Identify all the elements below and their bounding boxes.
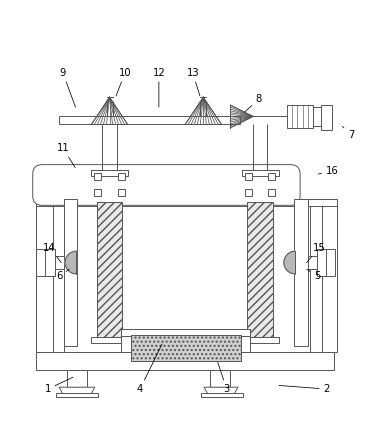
Bar <box>321 105 332 130</box>
Text: 10: 10 <box>116 68 131 96</box>
Bar <box>310 203 337 352</box>
Bar <box>210 370 231 387</box>
Bar <box>97 202 122 339</box>
Bar <box>237 336 250 352</box>
Text: 14: 14 <box>43 243 61 263</box>
Bar <box>36 199 337 206</box>
Text: 4: 4 <box>137 344 162 394</box>
Text: 16: 16 <box>318 166 338 176</box>
Bar <box>91 337 128 343</box>
Bar <box>131 335 240 361</box>
Text: 1: 1 <box>45 377 73 394</box>
Polygon shape <box>204 387 238 394</box>
Text: 5: 5 <box>307 269 320 281</box>
Bar <box>118 189 125 195</box>
Bar <box>268 189 275 195</box>
Bar <box>94 173 101 180</box>
Polygon shape <box>65 251 76 274</box>
Bar <box>67 370 87 387</box>
Text: 7: 7 <box>342 126 354 140</box>
Text: 15: 15 <box>307 243 325 263</box>
Bar <box>201 393 243 397</box>
Bar <box>317 249 335 276</box>
Bar <box>242 337 279 343</box>
Bar <box>245 173 252 180</box>
Text: 13: 13 <box>186 68 200 96</box>
Bar <box>36 352 334 370</box>
Text: 8: 8 <box>245 94 262 112</box>
Text: 9: 9 <box>60 68 76 107</box>
Polygon shape <box>59 387 95 394</box>
Bar <box>245 189 252 195</box>
Bar <box>64 199 77 346</box>
Bar <box>36 249 54 276</box>
Text: 2: 2 <box>279 384 330 394</box>
Text: 6: 6 <box>56 269 69 281</box>
Bar <box>36 203 64 352</box>
Bar <box>121 336 135 352</box>
FancyBboxPatch shape <box>33 165 300 205</box>
Bar <box>313 107 322 126</box>
Bar <box>287 105 313 128</box>
Bar <box>242 170 279 176</box>
Bar <box>91 170 128 176</box>
Polygon shape <box>284 251 295 274</box>
Bar <box>56 393 98 397</box>
Text: 11: 11 <box>56 143 75 167</box>
Bar <box>118 173 125 180</box>
Bar <box>94 189 101 195</box>
Bar <box>121 329 250 336</box>
Bar <box>59 116 240 124</box>
Bar <box>247 202 273 339</box>
Text: 12: 12 <box>152 68 165 107</box>
Text: 3: 3 <box>218 362 230 394</box>
Bar <box>294 199 308 346</box>
Bar <box>268 173 275 180</box>
Bar <box>54 256 76 269</box>
Bar <box>295 256 317 269</box>
